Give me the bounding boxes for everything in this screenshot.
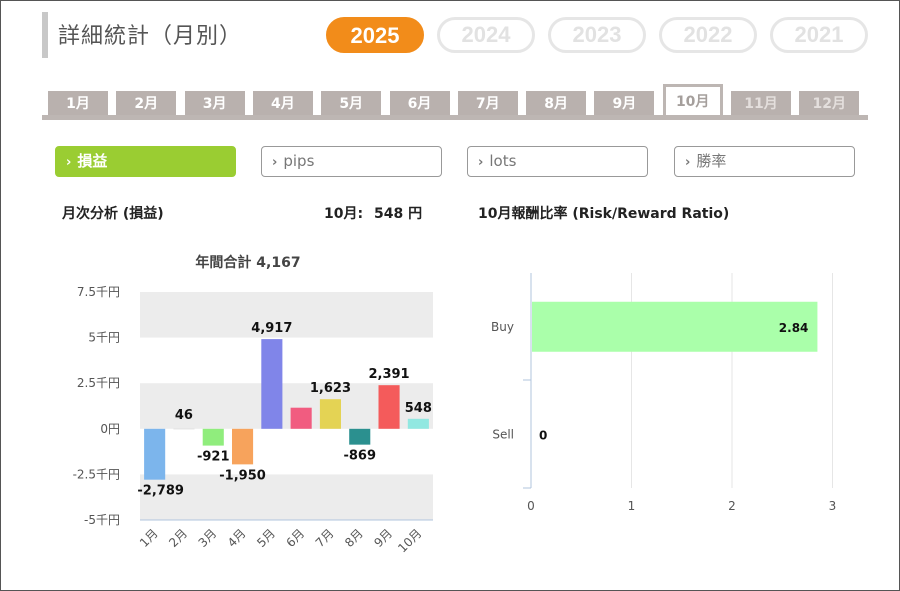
x-tick-label: 2	[728, 499, 736, 513]
month-tab-4[interactable]: 4月	[253, 91, 313, 117]
bar-3	[203, 429, 224, 446]
x-tick-label: 9月	[371, 526, 395, 550]
month-tab-11[interactable]: 11月	[731, 91, 791, 117]
bar-1	[144, 429, 165, 480]
year-tab-2024[interactable]: 2024	[437, 17, 535, 53]
month-tab-2[interactable]: 2月	[116, 91, 176, 117]
year-tab-2025[interactable]: 2025	[326, 17, 424, 53]
bar-9	[379, 385, 400, 429]
month-tab-9[interactable]: 9月	[594, 91, 654, 117]
chevron-right-icon: ›	[272, 148, 277, 177]
data-label-3: -921	[197, 450, 230, 465]
data-label-8: -869	[343, 449, 376, 464]
chevron-right-icon: ›	[478, 148, 483, 177]
ratio-heading: 10月報酬比率 (Risk/Reward Ratio)	[478, 203, 729, 223]
chevron-right-icon: ›	[685, 148, 690, 177]
metric-label: 勝率	[696, 152, 726, 170]
bar-6	[291, 408, 312, 429]
bar-7	[320, 399, 341, 429]
bar-4	[232, 429, 253, 465]
data-label-7: 1,623	[310, 381, 351, 396]
month-tab-1[interactable]: 1月	[48, 91, 108, 117]
month-tab-5[interactable]: 5月	[321, 91, 381, 117]
year-tab-2023[interactable]: 2023	[548, 17, 646, 53]
month-tab-7[interactable]: 7月	[458, 91, 518, 117]
monthly-heading: 月次分析 (損益)	[62, 203, 164, 223]
title-accent-bar	[42, 12, 48, 58]
x-tick-label: 6月	[283, 526, 307, 550]
x-tick-label: 8月	[342, 526, 366, 550]
chevron-right-icon: ›	[66, 148, 71, 177]
data-label-9: 2,391	[368, 367, 409, 382]
bar-5	[261, 339, 282, 429]
x-tick-label: 3	[829, 499, 837, 513]
y-tick-label: -2.5千円	[73, 467, 120, 481]
metric-button-pips[interactable]: › pips	[261, 146, 442, 177]
data-label-sell: 0	[539, 428, 547, 442]
data-label-10: 548	[405, 401, 432, 416]
y-tick-label: -5千円	[84, 513, 120, 527]
metric-label: lots	[489, 152, 516, 170]
page-title: 詳細統計（月別）	[58, 18, 242, 50]
current-month-summary: 10月: 548 円	[324, 203, 422, 223]
data-label-buy: 2.84	[779, 321, 809, 335]
data-label-2: 46	[175, 408, 193, 423]
x-tick-label: 7月	[313, 526, 337, 550]
data-label-1: -2,789	[137, 484, 184, 499]
metric-button-win-rate[interactable]: › 勝率	[674, 146, 855, 177]
year-tab-2021[interactable]: 2021	[770, 17, 868, 53]
metric-label: 損益	[77, 152, 107, 170]
data-label-4: -1,950	[219, 468, 266, 483]
risk-reward-chart: 0 1 2 3 Buy 2.84 Sell 0	[470, 255, 850, 525]
bar-buy	[532, 302, 817, 352]
bar-8	[349, 429, 370, 445]
x-tick-label: 1	[628, 499, 636, 513]
month-tab-6[interactable]: 6月	[390, 91, 450, 117]
month-tab-rule	[42, 115, 868, 120]
y-tick-label: 5千円	[88, 331, 120, 345]
bar-10	[408, 419, 429, 429]
y-tick-label: 2.5千円	[77, 376, 120, 390]
chart-title: 年間合計 4,167	[195, 254, 300, 271]
year-tab-2022[interactable]: 2022	[659, 17, 757, 53]
current-month-value: 548 円	[374, 206, 422, 222]
x-tick-label: 1月	[137, 526, 161, 550]
category-label-buy: Buy	[491, 320, 514, 334]
grid-band	[140, 474, 433, 520]
month-tab-12[interactable]: 12月	[799, 91, 859, 117]
data-label-5: 4,917	[251, 321, 292, 336]
x-tick-label: 3月	[196, 526, 220, 550]
month-tab-10[interactable]: 10月	[663, 84, 723, 118]
monthly-profit-chart: 年間合計 4,167 7.5千円 5千円 2.5千円 0円 -2.5千円 -5千円 -2,78…	[50, 245, 450, 575]
y-tick-label: 7.5千円	[77, 285, 120, 299]
x-tick-label: 2月	[166, 526, 190, 550]
metric-label: pips	[283, 152, 314, 170]
month-tab-3[interactable]: 3月	[185, 91, 245, 117]
current-month-label: 10月:	[324, 206, 363, 222]
x-tick-label: 4月	[225, 526, 249, 550]
metric-button-profit[interactable]: › 損益	[55, 146, 236, 177]
metric-button-lots[interactable]: › lots	[467, 146, 648, 177]
x-tick-label: 0	[527, 499, 535, 513]
month-tab-8[interactable]: 8月	[526, 91, 586, 117]
x-tick-label: 10月	[395, 526, 424, 555]
category-label-sell: Sell	[492, 427, 514, 441]
x-tick-label: 5月	[254, 526, 278, 550]
y-tick-label: 0円	[100, 422, 120, 436]
bar-2	[173, 428, 194, 430]
